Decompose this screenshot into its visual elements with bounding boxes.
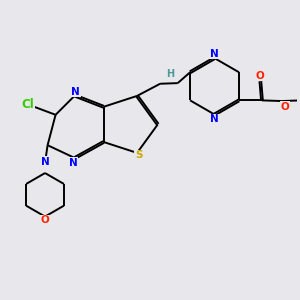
- Text: O: O: [40, 215, 50, 225]
- Text: N: N: [41, 157, 50, 167]
- Text: Cl: Cl: [21, 98, 34, 111]
- Text: N: N: [69, 158, 78, 168]
- Text: N: N: [209, 114, 218, 124]
- Text: H: H: [166, 69, 174, 79]
- Text: O: O: [280, 102, 290, 112]
- Text: N: N: [71, 87, 80, 97]
- Text: N: N: [209, 49, 218, 59]
- Text: S: S: [135, 150, 142, 161]
- Text: O: O: [255, 71, 264, 81]
